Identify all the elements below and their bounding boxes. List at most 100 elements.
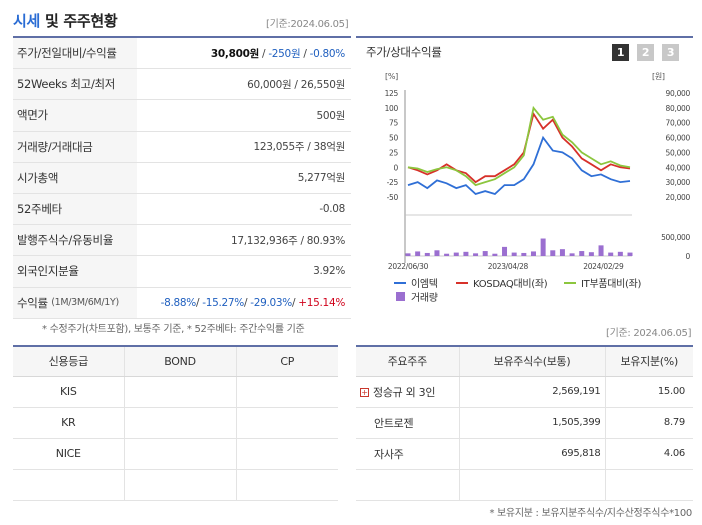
legend-label: 거래량 — [411, 292, 438, 304]
y-tick-label: -50 — [387, 193, 399, 202]
x-tick-label: 2024/02/29 — [583, 262, 624, 271]
x-tick-label: 2022/06/30 — [388, 262, 429, 271]
y-tick-label: 100 — [385, 104, 399, 113]
summary-label: 발행주식수/유동비율 — [13, 225, 137, 256]
volume-tick-label: 0 — [686, 252, 691, 261]
summary-label: 거래량/거래대금 — [13, 131, 137, 162]
summary-value: 123,055주 / 38억원 — [253, 141, 346, 154]
legend-label: 이엠텍 — [411, 278, 438, 290]
col-header: 보유지분(%) — [605, 346, 693, 377]
summary-row: 수익률 (1M/3M/6M/1Y) -8.88%/ -15.27%/ -29.0… — [13, 287, 351, 319]
summary-label: 액면가 — [13, 100, 137, 131]
volume-bar — [511, 252, 517, 256]
volume-bar — [588, 252, 594, 256]
table-row: 안트로젠 1,505,399 8.79 — [356, 407, 693, 439]
basis-date: [기준:2024.06.05] — [266, 19, 349, 30]
legend-label: KOSDAQ대비(좌) — [473, 278, 548, 290]
series-line — [407, 135, 631, 196]
summary-row: 발행주식수/유동비율 17,132,936주 / 80.93% — [13, 225, 351, 257]
summary-value: 3.92% — [313, 265, 345, 278]
volume-bar — [540, 238, 546, 256]
volume-tick-label: 500,000 — [661, 233, 690, 242]
holder-ratio: 4.06 — [605, 438, 693, 470]
holder-shares: 695,818 — [459, 438, 606, 470]
summary-label: 52Weeks 최고/최저 — [13, 69, 137, 100]
col-header: 주요주주 — [356, 346, 460, 377]
summary-row: 시가총액 5,277억원 — [13, 162, 351, 194]
chart-tab-3[interactable]: 3 — [662, 44, 679, 61]
col-header: CP — [236, 346, 338, 377]
table-row — [356, 469, 693, 501]
col-header: 신용등급 — [13, 346, 125, 377]
right-unit: [원] — [652, 72, 665, 81]
legend-swatch — [396, 292, 405, 301]
summary-label: 52주베타 — [13, 193, 137, 225]
volume-bar — [473, 253, 479, 256]
chart-basis-date: [기준: 2024.06.05] — [606, 328, 692, 339]
summary-row: 52주베타 -0.08 — [13, 193, 351, 226]
summary-label: 주가/전일대비/수익률 — [13, 38, 137, 69]
table-row: 자사주 695,818 4.06 — [356, 438, 693, 470]
y2-tick-label: 30,000 — [666, 178, 691, 187]
volume-bar — [559, 249, 565, 256]
holder-ratio: 15.00 — [605, 376, 693, 408]
volume-bar — [579, 251, 585, 256]
y2-tick-label: 40,000 — [666, 163, 691, 172]
series-line — [407, 111, 631, 184]
y2-tick-label: 90,000 — [666, 89, 691, 98]
y2-tick-label: 60,000 — [666, 134, 691, 143]
volume-bar — [424, 252, 430, 256]
summary-value: 500원 — [316, 109, 345, 122]
chart-tab-2[interactable]: 2 — [637, 44, 654, 61]
page-title: 시세 및 주주현황 — [13, 12, 118, 30]
summary-row: 52Weeks 최고/최저 60,000원 / 26,550원 — [13, 69, 351, 101]
expand-button[interactable]: + — [360, 388, 369, 397]
volume-bar — [444, 253, 450, 256]
volume-bar — [434, 250, 440, 256]
volume-bar — [502, 246, 508, 256]
volume-bar — [598, 245, 604, 256]
y2-tick-label: 20,000 — [666, 193, 691, 202]
divider — [13, 36, 351, 38]
holder-name: 안트로젠 — [356, 407, 460, 439]
price-chart: [%] [원] 125 100 75 50 25 0 -25 -50 90,000 80,000 7… — [385, 72, 691, 304]
summary-value: 17,132,936주 / 80.93% — [230, 234, 345, 247]
y-tick-label: 25 — [389, 148, 398, 157]
chart-tab-1[interactable]: 1 — [612, 44, 629, 61]
table-row: + 정승규 외 3인 2,569,191 15.00 — [356, 376, 693, 408]
summary-value: -8.88%/ -15.27%/ -29.03%/ +15.14% — [160, 296, 346, 309]
summary-label: 시가총액 — [13, 162, 137, 193]
summary-value: 60,000원 / 26,550원 — [247, 78, 345, 91]
volume-bar — [530, 251, 536, 256]
holder-name: 자사주 — [356, 438, 460, 470]
col-header: 보유주식수(보통) — [459, 346, 606, 377]
divider — [356, 36, 693, 38]
y-tick-label: 125 — [385, 89, 399, 98]
table-row: KIS — [13, 376, 338, 408]
volume-bar — [521, 252, 527, 256]
volume-bar — [463, 251, 469, 256]
table-row: KR — [13, 407, 338, 439]
holder-ratio: 8.79 — [605, 407, 693, 439]
chart-title: 주가/상대수익률 — [366, 45, 442, 59]
holders-table: 주요주주 보유주식수(보통) 보유지분(%) + 정승규 외 3인 2,569,1… — [356, 345, 693, 501]
summary-row: 주가/전일대비/수익률 30,800원 / -250원 / -0.80% — [13, 38, 351, 70]
holder-shares: 1,505,399 — [459, 407, 606, 439]
volume-bar — [627, 252, 633, 256]
table-row: NICE — [13, 438, 338, 470]
summary-table: 주가/전일대비/수익률 30,800원 / -250원 / -0.80% 52W… — [13, 38, 351, 319]
y2-tick-label: 70,000 — [666, 119, 691, 128]
left-unit: [%] — [385, 72, 398, 81]
volume-bar — [569, 253, 575, 256]
y2-tick-label: 80,000 — [666, 104, 691, 113]
col-header: BOND — [124, 346, 237, 377]
y-tick-label: -25 — [387, 178, 399, 187]
summary-label: 수익률 (1M/3M/6M/1Y) — [13, 287, 137, 318]
y-tick-label: 50 — [389, 134, 398, 143]
summary-value: 30,800원 / -250원 / -0.80% — [210, 47, 345, 60]
summary-label: 외국인지분율 — [13, 256, 137, 287]
y-tick-label: 0 — [394, 163, 399, 172]
volume-bar — [617, 251, 623, 256]
holder-name: 정승규 외 3인 — [373, 385, 436, 399]
volume-bar — [453, 252, 459, 256]
